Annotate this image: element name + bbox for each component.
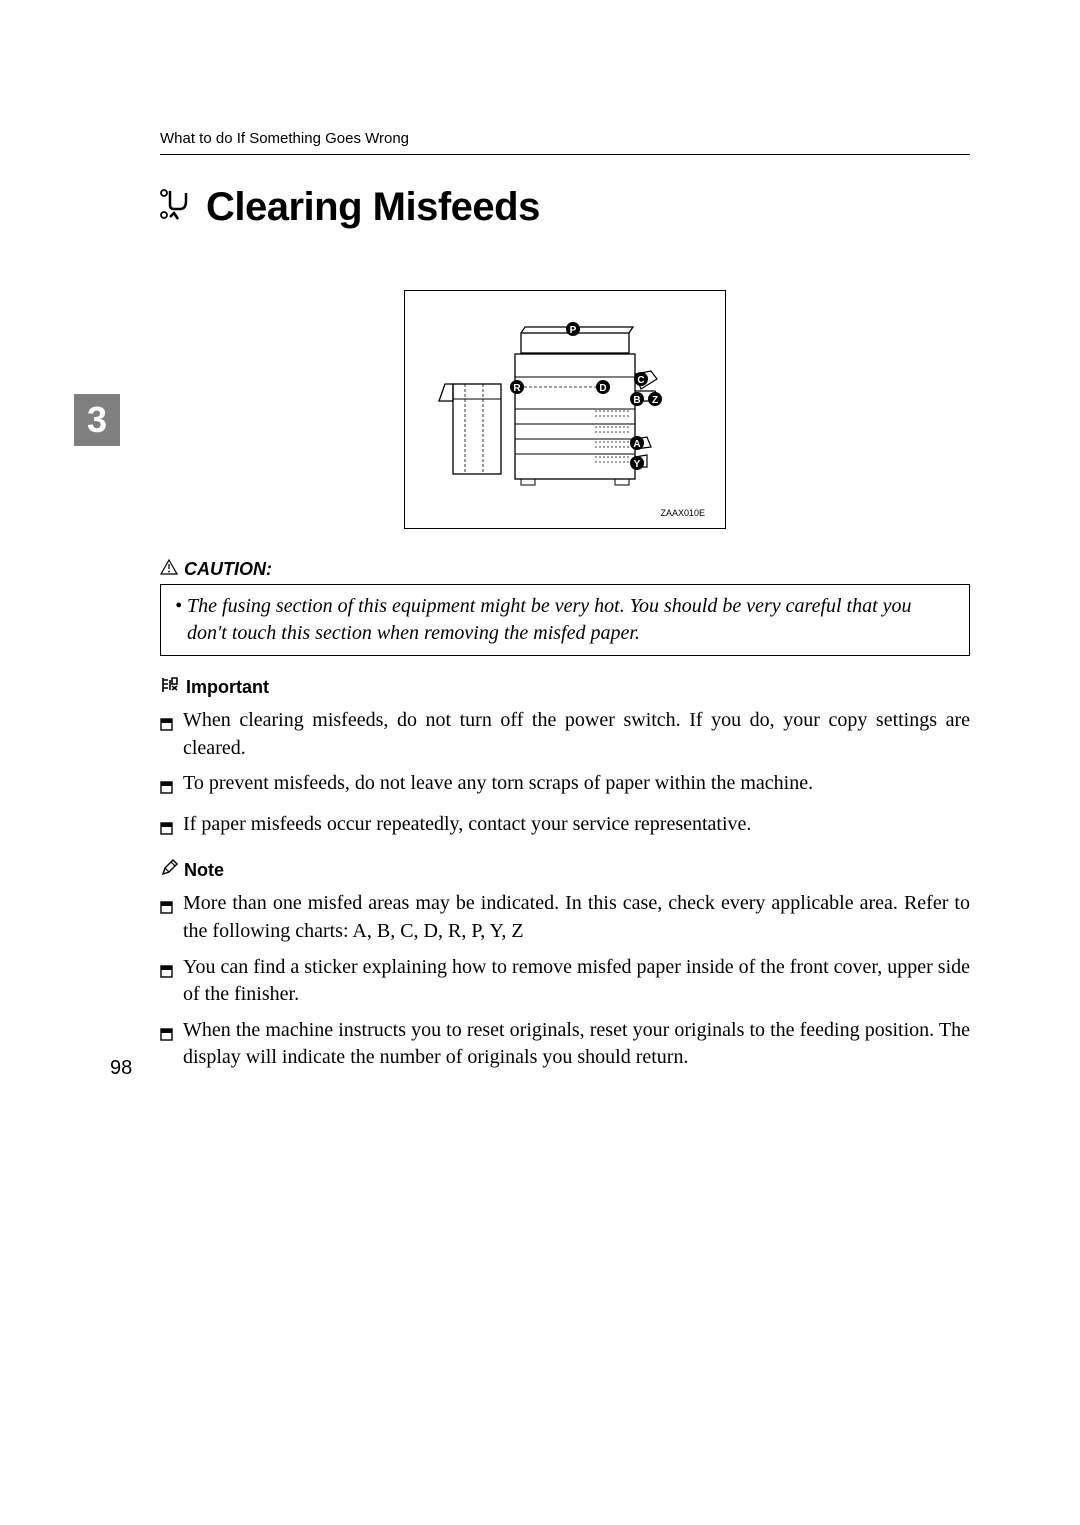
list-item-text: To prevent misfeeds, do not leave any to…	[183, 770, 970, 798]
note-heading: Note	[160, 859, 970, 882]
list-item: To prevent misfeeds, do not leave any to…	[160, 770, 970, 803]
svg-text:R: R	[513, 383, 521, 394]
svg-text:D: D	[599, 383, 606, 394]
list-item: If paper misfeeds occur repeatedly, cont…	[160, 811, 970, 844]
important-heading-text: Important	[186, 677, 269, 698]
caution-triangle-icon	[160, 559, 178, 580]
diagram-box: P R D C B Z A Y ZAAX010E	[404, 290, 726, 529]
caution-text: • The fusing section of this equipment m…	[175, 593, 955, 647]
svg-text:P: P	[570, 325, 577, 336]
list-item-text: You can find a sticker explaining how to…	[183, 954, 970, 1009]
title-row: Clearing Misfeeds	[160, 185, 970, 230]
paperjam-icon	[160, 187, 190, 228]
bullet-icon	[160, 959, 173, 987]
list-item-text: More than one misfed areas may be indica…	[183, 890, 970, 945]
page-header: What to do If Something Goes Wrong	[160, 130, 970, 155]
list-item-text: When the machine instructs you to reset …	[183, 1017, 970, 1072]
bullet-icon	[160, 775, 173, 803]
page-container: What to do If Something Goes Wrong Clear…	[0, 0, 1080, 1140]
note-pencil-icon	[160, 859, 178, 882]
important-heading: Important	[160, 676, 970, 699]
diagram-code: ZAAX010E	[425, 508, 705, 518]
breadcrumb-text: What to do If Something Goes Wrong	[160, 130, 409, 147]
important-icon	[160, 676, 180, 699]
bullet-icon	[160, 712, 173, 740]
page-title: Clearing Misfeeds	[206, 185, 540, 230]
bullet-icon	[160, 816, 173, 844]
note-heading-text: Note	[184, 860, 224, 881]
caution-heading-text: CAUTION:	[184, 559, 272, 580]
note-list: More than one misfed areas may be indica…	[160, 890, 970, 1072]
svg-text:C: C	[637, 375, 644, 386]
list-item: When the machine instructs you to reset …	[160, 1017, 970, 1072]
svg-text:Z: Z	[652, 395, 658, 406]
chapter-tab: 3	[74, 394, 120, 446]
copier-diagram: P R D C B Z A Y	[425, 309, 705, 499]
page-number: 98	[110, 1057, 132, 1080]
svg-text:A: A	[633, 439, 640, 450]
list-item-text: When clearing misfeeds, do not turn off …	[183, 707, 970, 762]
list-item: When clearing misfeeds, do not turn off …	[160, 707, 970, 762]
diagram-wrapper: P R D C B Z A Y ZAAX010E	[160, 290, 970, 529]
bullet-icon	[160, 895, 173, 923]
caution-text-content: The fusing section of this equipment mig…	[187, 595, 912, 644]
svg-text:B: B	[633, 395, 640, 406]
caution-heading: CAUTION:	[160, 559, 970, 580]
list-item: More than one misfed areas may be indica…	[160, 890, 970, 945]
bullet-icon	[160, 1022, 173, 1050]
important-list: When clearing misfeeds, do not turn off …	[160, 707, 970, 843]
list-item-text: If paper misfeeds occur repeatedly, cont…	[183, 811, 970, 839]
list-item: You can find a sticker explaining how to…	[160, 954, 970, 1009]
svg-text:Y: Y	[634, 459, 641, 470]
caution-box: • The fusing section of this equipment m…	[160, 584, 970, 656]
